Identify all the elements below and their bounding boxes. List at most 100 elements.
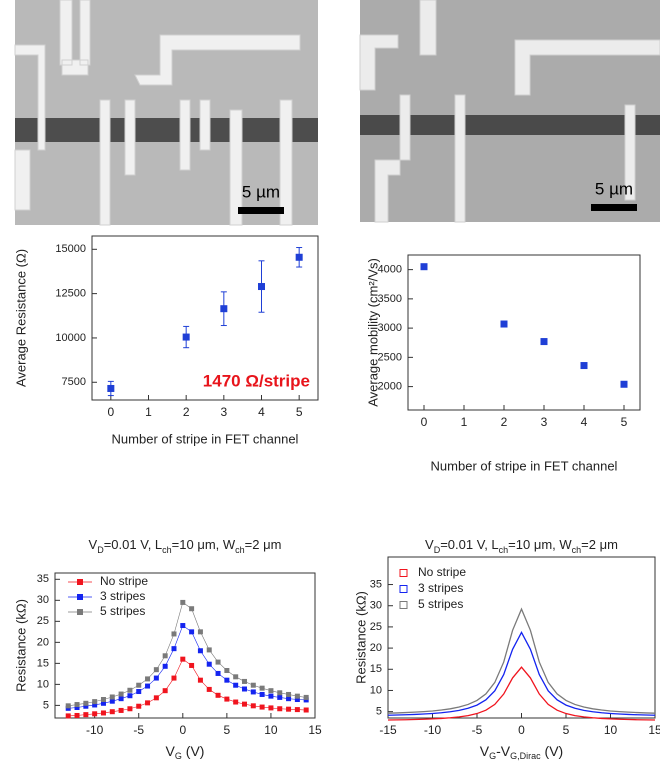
y-tick-label: 20: [370, 642, 382, 654]
legend-label: No stripe: [418, 565, 466, 579]
x-tick-label: 3: [220, 405, 227, 419]
chart-title-part: =10 μm, W: [508, 537, 572, 552]
chart-title-part: =10 μm, W: [172, 537, 236, 552]
point: [215, 659, 221, 665]
plot-frame: [54, 572, 316, 719]
point: [294, 693, 300, 699]
x-axis-label-part: V: [166, 743, 176, 759]
point: [136, 689, 142, 695]
point: [259, 685, 265, 691]
x-tick-label: 0: [421, 415, 428, 429]
point: [540, 338, 548, 346]
point: [197, 629, 203, 635]
point: [180, 656, 186, 662]
x-axis-label-part: G: [489, 751, 496, 761]
x-tick-label: 0: [107, 405, 114, 419]
y-tick-label: 7500: [62, 376, 86, 388]
series-line: [68, 658, 307, 717]
legend-label: 3 stripes: [418, 581, 463, 595]
series-line: [68, 625, 307, 709]
point: [153, 675, 159, 681]
point: [145, 700, 151, 706]
point: [153, 695, 159, 701]
y-tick-label: 15000: [55, 243, 86, 255]
point: [277, 694, 283, 700]
x-tick-label: 5: [224, 723, 231, 737]
point: [295, 253, 303, 261]
point: [127, 706, 133, 712]
point: [180, 599, 186, 605]
y-tick-label: 12500: [55, 288, 86, 300]
point: [206, 661, 212, 667]
point: [268, 705, 274, 711]
y-tick-label: 5: [376, 706, 382, 718]
scale-bar-label: 5 µm: [595, 179, 633, 198]
chart-title-part: V: [425, 537, 434, 552]
point: [92, 711, 98, 717]
x-axis-label-part: (V): [182, 743, 205, 759]
x-axis-label: Number of stripe in FET channel: [112, 431, 299, 446]
point: [171, 675, 177, 681]
point: [171, 646, 177, 652]
point: [100, 710, 106, 716]
chart-title-part: ch: [572, 545, 582, 555]
point: [277, 706, 283, 712]
x-tick-label: 2: [183, 405, 190, 419]
point: [136, 682, 142, 688]
point: [127, 693, 133, 699]
y-axis-label: Resistance (kΩ): [353, 591, 368, 684]
point: [250, 689, 256, 695]
y-tick-label: 3000: [378, 322, 402, 334]
point: [206, 686, 212, 692]
y-tick-label: 25: [37, 615, 49, 627]
x-tick-label: 15: [308, 723, 322, 737]
x-tick-label: 5: [563, 723, 570, 737]
y-tick-label: 10: [370, 684, 382, 696]
series-line: [387, 666, 656, 721]
point: [107, 384, 115, 392]
sem-image: 5 µm: [14, 0, 318, 226]
y-tick-label: 25: [370, 621, 382, 633]
point: [197, 648, 203, 654]
y-tick-label: 15: [37, 657, 49, 669]
y-tick-label: 20: [37, 636, 49, 648]
x-tick-label: 0: [518, 723, 525, 737]
point: [220, 305, 228, 313]
point: [268, 693, 274, 699]
point: [118, 707, 124, 713]
point: [277, 690, 283, 696]
x-axis-label-part: (V): [541, 743, 564, 759]
point: [224, 677, 230, 683]
chart-title-part: =0.01 V, L: [440, 537, 498, 552]
point: [233, 682, 239, 688]
point: [83, 700, 89, 706]
chart-title: VD=0.01 V, Lch=10 μm, Wch=2 μm: [425, 537, 618, 555]
x-tick-label: 4: [258, 405, 265, 419]
series-line: [387, 607, 656, 714]
point: [162, 653, 168, 659]
point: [215, 670, 221, 676]
legend-marker: [399, 585, 408, 593]
point: [620, 380, 628, 388]
point: [294, 697, 300, 703]
point: [83, 712, 89, 718]
point: [303, 697, 309, 703]
x-tick-label: 4: [581, 415, 588, 429]
point: [500, 320, 508, 328]
plot-frame: [91, 235, 319, 401]
point: [197, 677, 203, 683]
point: [189, 606, 195, 612]
y-tick-label: 4000: [378, 264, 402, 276]
point: [286, 706, 292, 712]
point: [182, 333, 190, 341]
y-tick-label: 5: [43, 699, 49, 711]
x-axis-label-part: G,Dirac: [510, 751, 541, 761]
point: [153, 667, 159, 673]
point: [83, 703, 89, 709]
x-tick-label: 1: [145, 405, 152, 419]
point: [286, 696, 292, 702]
point: [206, 647, 212, 653]
x-tick-label: -15: [379, 723, 397, 737]
point: [109, 709, 115, 715]
y-tick-label: 35: [370, 578, 382, 590]
